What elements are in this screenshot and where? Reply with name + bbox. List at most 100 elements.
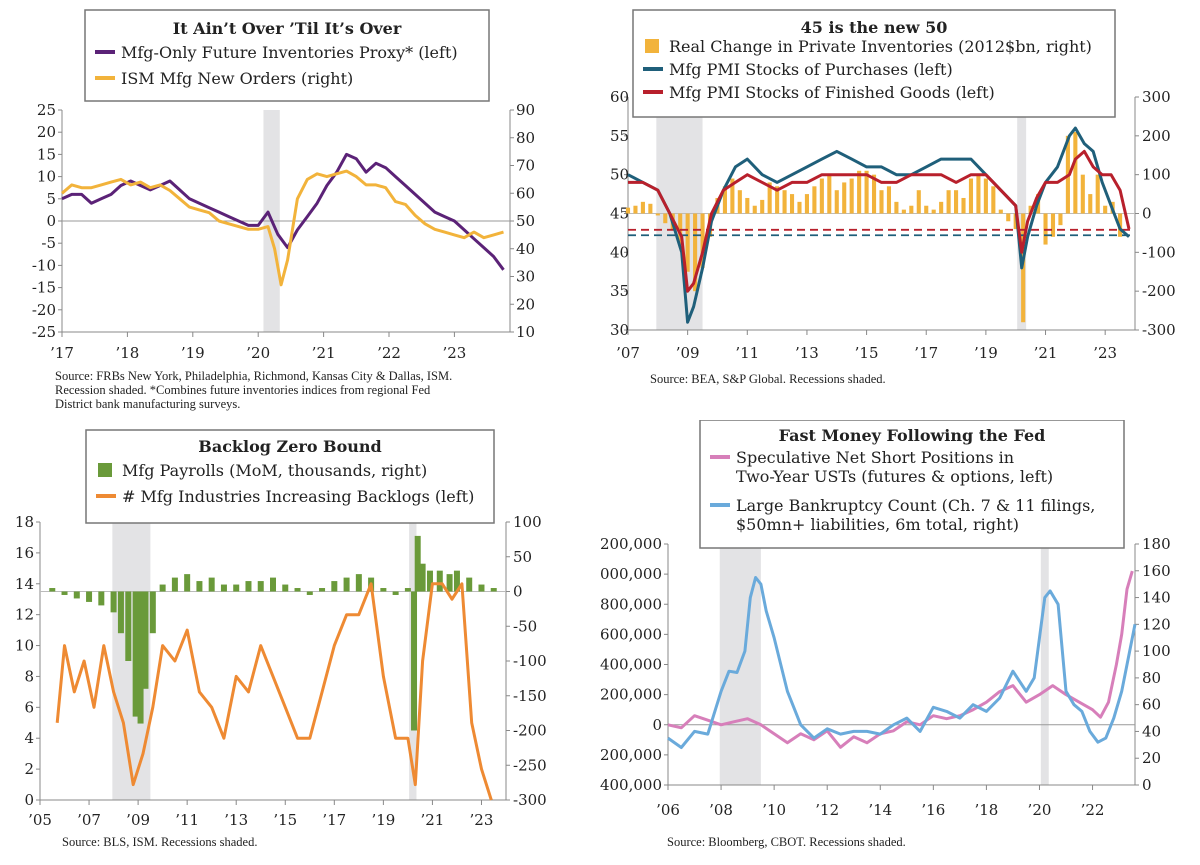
legend-label: Real Change in Private Inventories (2012… — [669, 37, 1092, 56]
y-tick-label-left: 2 — [24, 760, 34, 778]
y-tick-label-right: -200 — [1142, 282, 1176, 300]
bar — [98, 591, 105, 606]
x-tick-label: ’17 — [914, 344, 938, 362]
bar — [294, 588, 301, 592]
bar — [270, 577, 276, 592]
y-tick-label-left: 12 — [15, 606, 34, 624]
bar — [61, 591, 68, 595]
chart-panel-fast-money: 1,200,000 1,000,000 800,000 600,000 400,000 2… — [600, 420, 1200, 865]
x-tick-label: ’18 — [974, 801, 998, 819]
series-line — [61, 169, 504, 287]
x-tick-label: ’07 — [616, 344, 640, 362]
bar — [73, 591, 80, 599]
y-tick-label-left: 10 — [37, 168, 56, 186]
bar — [983, 178, 988, 214]
y-tick-label-right: 50 — [516, 212, 535, 230]
bar — [640, 201, 645, 214]
bar — [426, 570, 433, 592]
series-line — [55, 582, 493, 801]
y-tick-label-left: 600,000 — [600, 625, 662, 643]
bar — [939, 201, 944, 214]
series-line — [667, 576, 1137, 749]
bar — [954, 190, 959, 214]
bar — [478, 584, 485, 592]
y-tick-label-left: 8 — [24, 667, 34, 685]
bar — [894, 201, 899, 214]
chart-title: 45 is the new 50 — [801, 18, 948, 37]
y-tick-label-left: 0 — [652, 716, 662, 734]
x-tick-label: ’11 — [735, 344, 759, 362]
legend-label: Large Bankruptcy Count (Ch. 7 & 11 filin… — [736, 496, 1095, 515]
x-tick-label: ’13 — [224, 811, 248, 829]
x-tick-label: ’07 — [77, 811, 101, 829]
y-tick-label-left: 55 — [610, 127, 629, 145]
bar — [961, 197, 966, 214]
bar — [857, 170, 862, 214]
series-line — [667, 570, 1134, 749]
legend-label: Mfg Payrolls (MoM, thousands, right) — [122, 461, 427, 480]
bar — [132, 591, 139, 717]
bar — [392, 591, 399, 595]
bar — [685, 213, 690, 272]
y-tick-label-right: 70 — [516, 157, 535, 175]
legend-box — [85, 429, 495, 524]
bar — [842, 182, 847, 214]
x-tick-label: ’11 — [175, 811, 199, 829]
y-tick-label-right: 120 — [1142, 615, 1171, 633]
source-note: Source: BLS, ISM. Recessions shaded. — [62, 835, 257, 849]
y-tick-label-right: -100 — [513, 652, 547, 670]
y-tick-label-right: 10 — [516, 323, 535, 341]
y-tick-label-right: -200 — [513, 722, 547, 740]
chart-panel-backlog: 18 16 14 12 10 8 6 4 2 0 100 50 0 -50 -100 -150 -200 -250… — [0, 420, 600, 865]
series-line — [628, 149, 1131, 293]
bar — [901, 209, 906, 214]
bar — [752, 205, 757, 214]
x-tick-label: ’21 — [312, 344, 336, 362]
bar — [355, 574, 362, 592]
bar — [625, 207, 631, 214]
bar — [633, 205, 638, 214]
x-tick-label: ’20 — [246, 344, 270, 362]
y-tick-label-left: 15 — [37, 145, 56, 163]
series-line — [61, 152, 505, 271]
y-tick-label-left: 0 — [46, 212, 56, 230]
y-tick-label-right: 0 — [513, 583, 523, 601]
bar — [916, 190, 921, 214]
legend-label: Mfg PMI Stocks of Finished Goods (left) — [669, 83, 995, 102]
bar — [730, 178, 735, 214]
chart-inventories-proxy: 2520151050-5-10-15-20-259080706050403020… — [32, 9, 535, 362]
bar — [775, 186, 780, 214]
x-tick-label: ’17 — [322, 811, 346, 829]
y-tick-label-left: -25 — [32, 323, 56, 341]
bar — [648, 203, 653, 214]
bar — [137, 591, 144, 724]
bar — [171, 577, 178, 592]
bar — [1103, 205, 1108, 214]
bar — [663, 213, 668, 224]
bar — [404, 588, 411, 592]
x-tick-label: ’14 — [868, 801, 892, 819]
chart-fast-money: 1,200,000 1,000,000 800,000 600,000 400,000 2… — [600, 420, 1171, 819]
legend-box — [632, 9, 1116, 118]
x-tick-label: ’15 — [855, 344, 879, 362]
y-tick-label-left: 50 — [610, 166, 629, 184]
bar — [700, 213, 705, 268]
bar — [767, 182, 772, 214]
bar — [737, 190, 742, 214]
x-tick-label: ’23 — [442, 344, 466, 362]
y-tick-label-left: 0 — [24, 791, 34, 809]
bar — [86, 591, 93, 602]
x-tick-label: ’23 — [470, 811, 494, 829]
source-note: Source: FRBs New York, Philadelphia, Ric… — [55, 369, 452, 411]
bar — [446, 574, 453, 592]
bar — [998, 209, 1003, 214]
source-line: Recession shaded. *Combines future inven… — [55, 383, 431, 397]
x-tick-label: ’20 — [1028, 801, 1052, 819]
y-tick-label-right: 100 — [1142, 642, 1171, 660]
bar — [343, 577, 350, 592]
chart-title: Backlog Zero Bound — [198, 437, 381, 456]
x-tick-label: ’17 — [50, 344, 74, 362]
bar — [196, 581, 203, 592]
bar — [159, 584, 166, 592]
bar — [49, 588, 56, 592]
